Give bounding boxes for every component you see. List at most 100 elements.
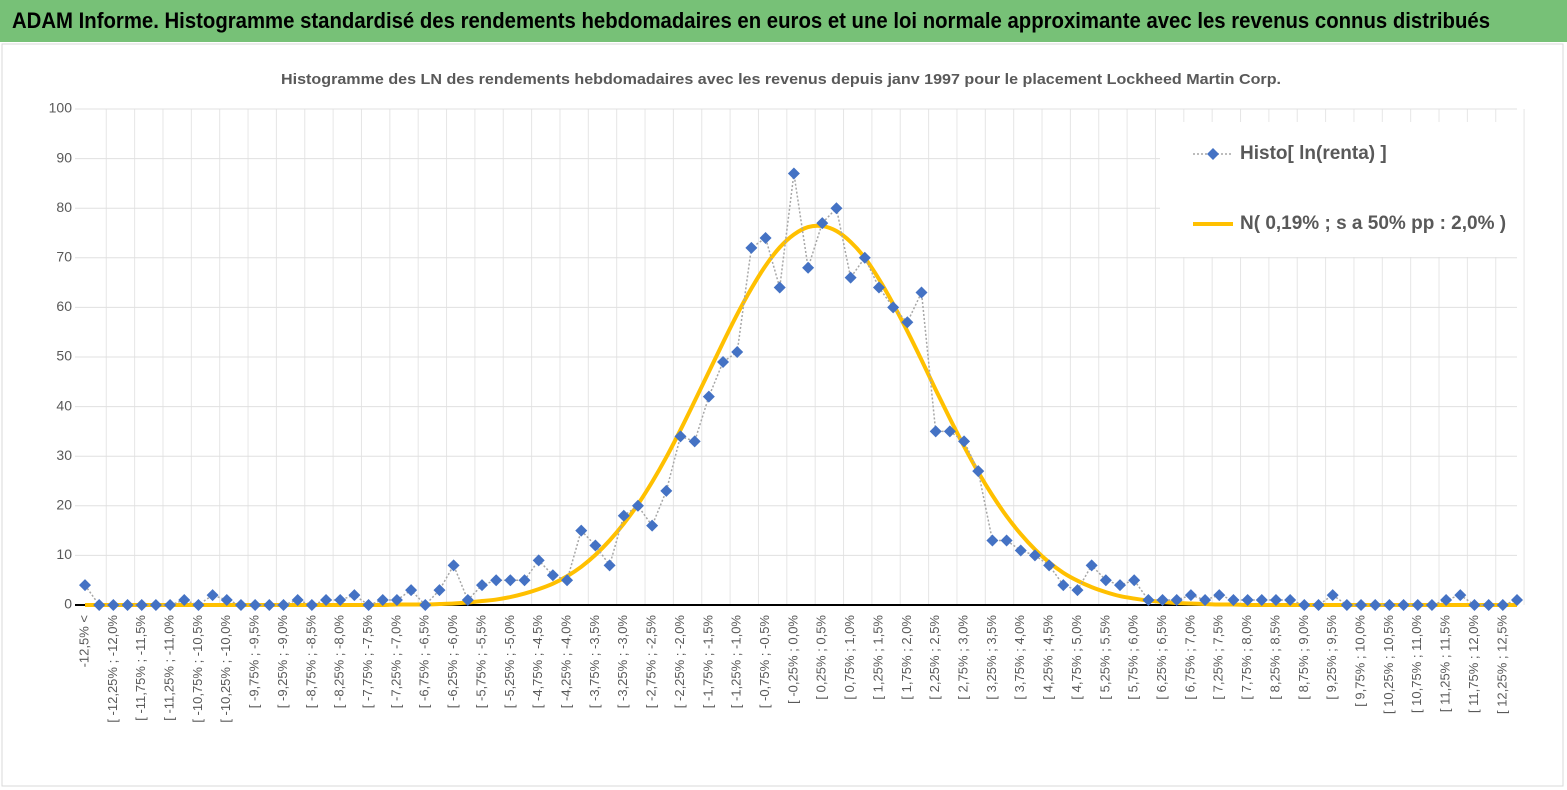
data-point — [1014, 544, 1027, 557]
data-point — [717, 355, 730, 368]
data-point — [475, 579, 488, 592]
x-tick-label: [ 10,75% ; 11,0% — [1409, 615, 1424, 713]
data-point — [320, 594, 333, 607]
data-point — [1099, 574, 1112, 587]
x-tick-label: [ -9,75% ; -9,5% — [247, 615, 262, 709]
data-point — [1468, 599, 1481, 611]
data-point — [1383, 599, 1396, 611]
data-point — [107, 599, 120, 611]
x-tick-label: [ -8,75% ; -8,5% — [303, 615, 318, 709]
data-point — [1312, 599, 1325, 611]
data-point — [149, 599, 162, 611]
y-tick-label: 30 — [56, 447, 72, 463]
x-tick-label: [ -7,25% ; -7,0% — [388, 615, 403, 709]
chart-title: Histogramme des LN des rendements hebdom… — [281, 71, 1281, 88]
x-tick-label: [ -12,25% ; -12,0% — [105, 615, 120, 723]
data-point — [1184, 589, 1197, 602]
x-tick-label: [ 7,75% ; 8,0% — [1239, 615, 1254, 700]
x-tick-label: [ 8,25% ; 8,5% — [1267, 615, 1282, 700]
x-tick-label: [ -11,75% ; -11,5% — [133, 615, 148, 721]
data-point — [1156, 594, 1169, 607]
y-tick-label: 80 — [56, 199, 72, 215]
y-tick-label: 10 — [56, 546, 72, 562]
data-point — [178, 594, 191, 607]
x-tick-label: -12,5% < — [76, 615, 91, 667]
data-point — [702, 390, 715, 403]
data-point — [1511, 594, 1523, 607]
x-tick-label: [ 4,25% ; 4,5% — [1041, 615, 1056, 700]
x-tick-label: [ -0,75% ; -0,5% — [757, 615, 772, 709]
data-point — [731, 346, 744, 359]
data-point — [249, 599, 262, 611]
data-point — [872, 281, 885, 294]
data-point — [787, 167, 800, 180]
y-tick-label: 60 — [56, 298, 72, 314]
data-point — [561, 574, 574, 587]
data-point — [1369, 599, 1382, 611]
data-point — [546, 569, 559, 582]
x-tick-label: [ -5,75% ; -5,5% — [473, 615, 488, 709]
x-tick-label: [ 3,25% ; 3,5% — [984, 615, 999, 700]
x-tick-label: [ -10,75% ; -10,5% — [190, 615, 205, 723]
data-point — [915, 286, 928, 299]
data-point — [121, 599, 134, 611]
series-line — [85, 223, 1518, 608]
x-tick-label: [ -8,25% ; -8,0% — [332, 615, 347, 709]
data-point — [164, 599, 177, 611]
data-point — [858, 251, 871, 264]
legend-label: Histo[ ln(renta) ] — [1240, 143, 1387, 164]
data-point — [674, 430, 687, 443]
data-point — [1284, 594, 1297, 607]
data-point — [986, 534, 999, 547]
x-tick-label: [ -6,75% ; -6,5% — [417, 615, 432, 709]
y-tick-label: 100 — [49, 100, 73, 116]
data-point — [958, 435, 971, 448]
data-point — [1482, 599, 1495, 611]
data-point — [1298, 599, 1311, 611]
x-tick-label: [ 1,75% ; 2,0% — [899, 615, 914, 700]
y-tick-label: 20 — [56, 497, 72, 513]
data-point — [589, 539, 602, 552]
data-point — [1397, 599, 1410, 611]
x-tick-label: [ -9,25% ; -9,0% — [275, 615, 290, 709]
data-point — [263, 599, 276, 611]
x-tick-label: [ -10,25% ; -10,0% — [218, 615, 233, 723]
data-point — [192, 599, 205, 611]
data-point — [943, 425, 956, 438]
x-tick-label: [ 8,75% ; 9,0% — [1296, 615, 1311, 700]
data-point — [844, 271, 857, 284]
data-point — [1496, 599, 1509, 611]
data-point — [759, 231, 772, 244]
x-tick-label: [ -0,25% ; 0,0% — [785, 615, 800, 704]
data-point — [887, 301, 900, 314]
data-point — [1057, 579, 1070, 592]
data-point — [504, 574, 517, 587]
data-point — [1454, 589, 1467, 602]
data-point — [1213, 589, 1226, 602]
x-tick-label: [ -1,25% ; -1,0% — [729, 615, 744, 709]
data-point — [1425, 599, 1438, 611]
data-point — [419, 599, 432, 611]
x-tick-label: [ 5,25% ; 5,5% — [1097, 615, 1112, 700]
data-point — [1199, 594, 1212, 607]
data-point — [1028, 549, 1041, 562]
x-tick-label: [ 6,75% ; 7,0% — [1182, 615, 1197, 700]
data-point — [334, 594, 347, 607]
legend-label: N( 0,19% ; s a 50% pp : 2,0% ) — [1240, 213, 1506, 234]
data-point — [1142, 594, 1155, 607]
banner — [0, 0, 1567, 42]
x-tick-label: [ 1,25% ; 1,5% — [870, 615, 885, 700]
data-point — [1071, 584, 1084, 597]
x-tick-label: [ -2,25% ; -2,0% — [672, 615, 687, 709]
data-point — [1255, 594, 1268, 607]
data-point — [348, 589, 361, 602]
data-point — [1043, 559, 1056, 572]
x-tick-label: [ 7,25% ; 7,5% — [1211, 615, 1226, 700]
x-tick-label: [ -6,25% ; -6,0% — [445, 615, 460, 709]
data-point — [433, 584, 446, 597]
data-point — [603, 559, 616, 572]
data-point — [1000, 534, 1013, 547]
data-point — [745, 241, 758, 254]
data-point — [220, 594, 233, 607]
x-tick-label: [ 9,75% ; 10,0% — [1352, 615, 1367, 707]
